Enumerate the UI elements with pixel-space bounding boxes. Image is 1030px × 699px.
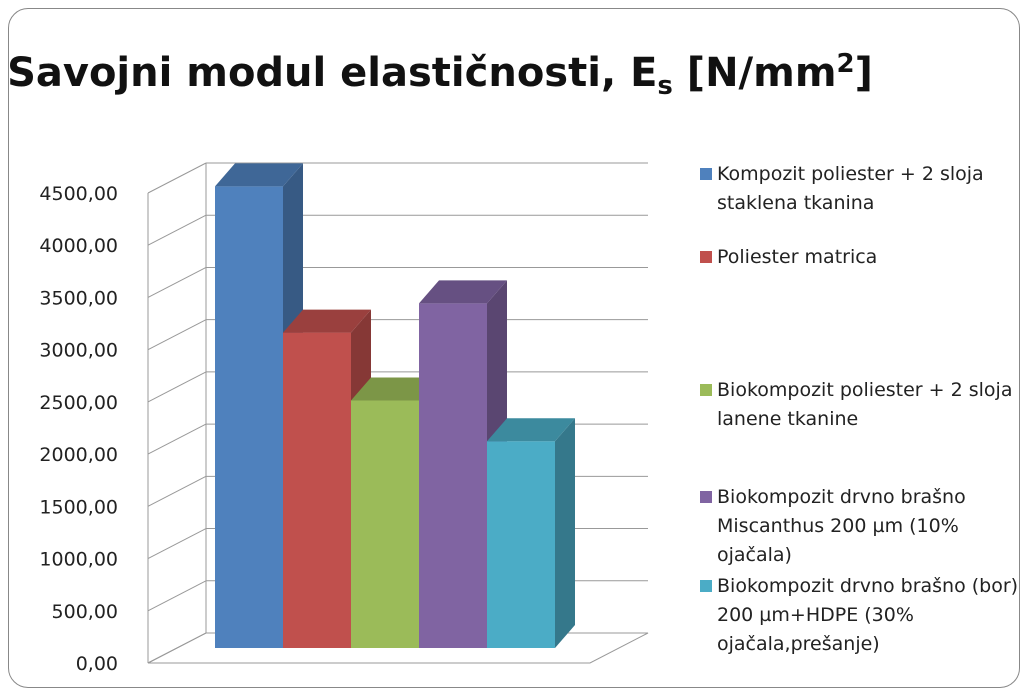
grid-line [147, 580, 207, 612]
y-tick-label: 0,00 [76, 653, 118, 675]
grid-line [147, 214, 207, 246]
chart-title: Savojni modul elastičnosti, Es [N/mm2] [7, 49, 873, 101]
grid-line [147, 475, 207, 507]
y-tick-label: 3000,00 [39, 340, 118, 362]
legend-swatch [700, 251, 712, 263]
y-tick-label: 1500,00 [39, 496, 118, 518]
bar-top [283, 309, 371, 333]
title-subscript: s [657, 71, 672, 101]
title-part: ] [855, 50, 873, 96]
bar-top [215, 163, 303, 187]
legend-item: Biokompozit drvno brašno (bor) 200 µm+HD… [700, 572, 1020, 659]
legend-item: Poliester matrica [700, 243, 1020, 272]
legend-label: Poliester matrica [717, 246, 878, 268]
title-part: Savojni modul elastičnosti, E [7, 50, 657, 96]
bar-top [487, 418, 575, 442]
legend-label: Biokompozit poliester + 2 sloja lanene t… [717, 379, 1013, 430]
grid-line [147, 632, 207, 664]
legend-swatch [700, 384, 712, 396]
legend-label: Biokompozit drvno brašno (bor) 200 µm+HD… [717, 575, 1019, 655]
y-tick-label: 4000,00 [39, 235, 118, 257]
grid-line [147, 528, 207, 559]
bar [419, 303, 487, 648]
legend-swatch [700, 168, 712, 180]
bar [215, 186, 283, 648]
grid-line [147, 319, 207, 351]
bar-side [555, 418, 575, 648]
bar-top [351, 377, 439, 401]
legend-item: Biokompozit poliester + 2 sloja lanene t… [700, 376, 1020, 434]
legend-item: Kompozit poliester + 2 sloja staklena tk… [700, 160, 1020, 218]
legend-label: Kompozit poliester + 2 sloja staklena tk… [717, 163, 984, 214]
legend-item: Biokompozit drvno brašno Miscanthus 200 … [700, 483, 1020, 570]
y-tick-label: 500,00 [52, 601, 118, 623]
y-tick-label: 2500,00 [39, 392, 118, 414]
y-tick-label: 1000,00 [39, 549, 118, 571]
legend-label: Biokompozit drvno brašno Miscanthus 200 … [717, 486, 966, 566]
y-tick-label: 3500,00 [39, 287, 118, 309]
title-superscript: 2 [837, 49, 855, 79]
legend-swatch [700, 580, 712, 592]
grid-line [147, 267, 207, 298]
y-tick-label: 4500,00 [39, 183, 118, 205]
legend-swatch [700, 491, 712, 503]
bar-top [419, 280, 507, 304]
y-tick-label: 2000,00 [39, 444, 118, 466]
grid-line [147, 162, 207, 194]
grid-line [147, 423, 207, 455]
bar [283, 332, 351, 648]
chart-frame [8, 8, 1020, 688]
bar [351, 400, 419, 648]
title-part: [N/mm [673, 50, 837, 96]
grid-line [147, 371, 207, 403]
bar [487, 441, 555, 648]
